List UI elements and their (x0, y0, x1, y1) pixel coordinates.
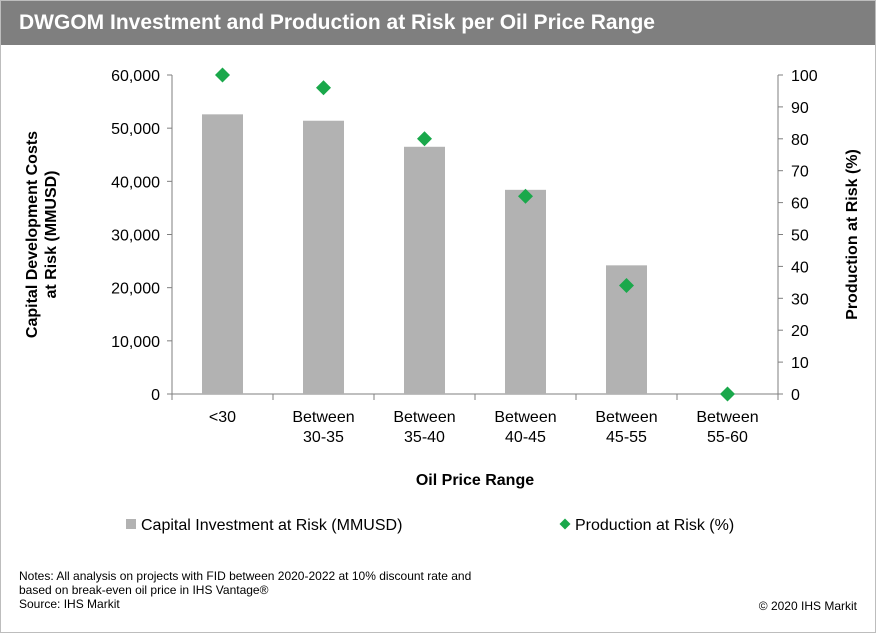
y-tick-label-right: 80 (791, 132, 809, 149)
x-tick-label: Between (292, 409, 354, 426)
diamond-marker (316, 80, 331, 96)
x-tick-label: <30 (209, 409, 236, 426)
y-tick-label-left: 20,000 (111, 281, 160, 298)
diamond-marker (518, 188, 533, 204)
y-axis-title-left-line: Capital Development Costs (24, 131, 41, 338)
diamond-marker (417, 131, 432, 147)
y-tick-label-left: 30,000 (111, 228, 160, 245)
y-axis-title-right-text: Production at Risk (%) (844, 149, 861, 320)
x-tick-label: Between (494, 409, 556, 426)
y-tick-label-right: 10 (791, 355, 809, 372)
bar (505, 189, 546, 394)
x-tick-label: 55-60 (707, 429, 748, 446)
legend-swatch-bars (126, 519, 136, 529)
source-line: Source: IHS Markit (19, 597, 120, 611)
x-tick-label: 45-55 (606, 429, 647, 446)
bar (404, 146, 445, 394)
y-axis-title-left-line: at Risk (MMUSD) (43, 170, 60, 298)
chart-svg: 0 10,000 20,000 30,000 40,000 50,000 60,000 0 10… (24, 67, 861, 534)
x-tick-label: 40-45 (505, 429, 546, 446)
legend-swatch-markers (559, 518, 571, 530)
title-bar: DWGOM Investment and Production at Risk … (1, 1, 875, 45)
y-tick-label-left: 50,000 (111, 121, 160, 138)
x-axis-title: Oil Price Range (416, 472, 534, 489)
diamond-marker (619, 278, 634, 294)
y-tick-label-right: 0 (791, 387, 800, 404)
chart-title: DWGOM Investment and Production at Risk … (19, 11, 655, 34)
note-line-2: based on break-even oil price in IHS Van… (19, 583, 269, 597)
y-tick-label-right: 40 (791, 259, 809, 276)
x-tick-label: Between (393, 409, 455, 426)
bar (303, 120, 344, 395)
notes-block: Notes: All analysis on projects with FID… (19, 569, 579, 611)
diamond-marker (215, 67, 230, 83)
y-axis-title-left: Capital Development Costs at Risk (MMUSD) (24, 131, 60, 338)
x-tick-label: 35-40 (404, 429, 445, 446)
legend-label-markers: Production at Risk (%) (575, 517, 734, 534)
x-tick-label: Between (595, 409, 657, 426)
diamond-marker (720, 386, 735, 402)
y-tick-label-right: 90 (791, 100, 809, 117)
y-tick-label-right: 50 (791, 228, 809, 245)
y-tick-label-left: 10,000 (111, 334, 160, 351)
copyright: © 2020 IHS Markit (758, 599, 857, 613)
bar (202, 114, 243, 395)
legend-label-bars: Capital Investment at Risk (MMUSD) (141, 517, 402, 534)
x-tick-label: 30-35 (303, 429, 344, 446)
y-tick-label-right: 70 (791, 164, 809, 181)
y-tick-label-left: 40,000 (111, 174, 160, 191)
note-line-1: Notes: All analysis on projects with FID… (19, 569, 472, 583)
y-tick-label-left: 0 (151, 387, 160, 404)
y-tick-label-right: 100 (791, 68, 818, 85)
y-tick-label-right: 60 (791, 196, 809, 213)
x-tick-label: Between (696, 409, 758, 426)
y-axis-title-right: Production at Risk (%) (844, 149, 861, 320)
y-tick-label-right: 20 (791, 323, 809, 340)
y-tick-label-left: 60,000 (111, 68, 160, 85)
y-tick-label-right: 30 (791, 291, 809, 308)
